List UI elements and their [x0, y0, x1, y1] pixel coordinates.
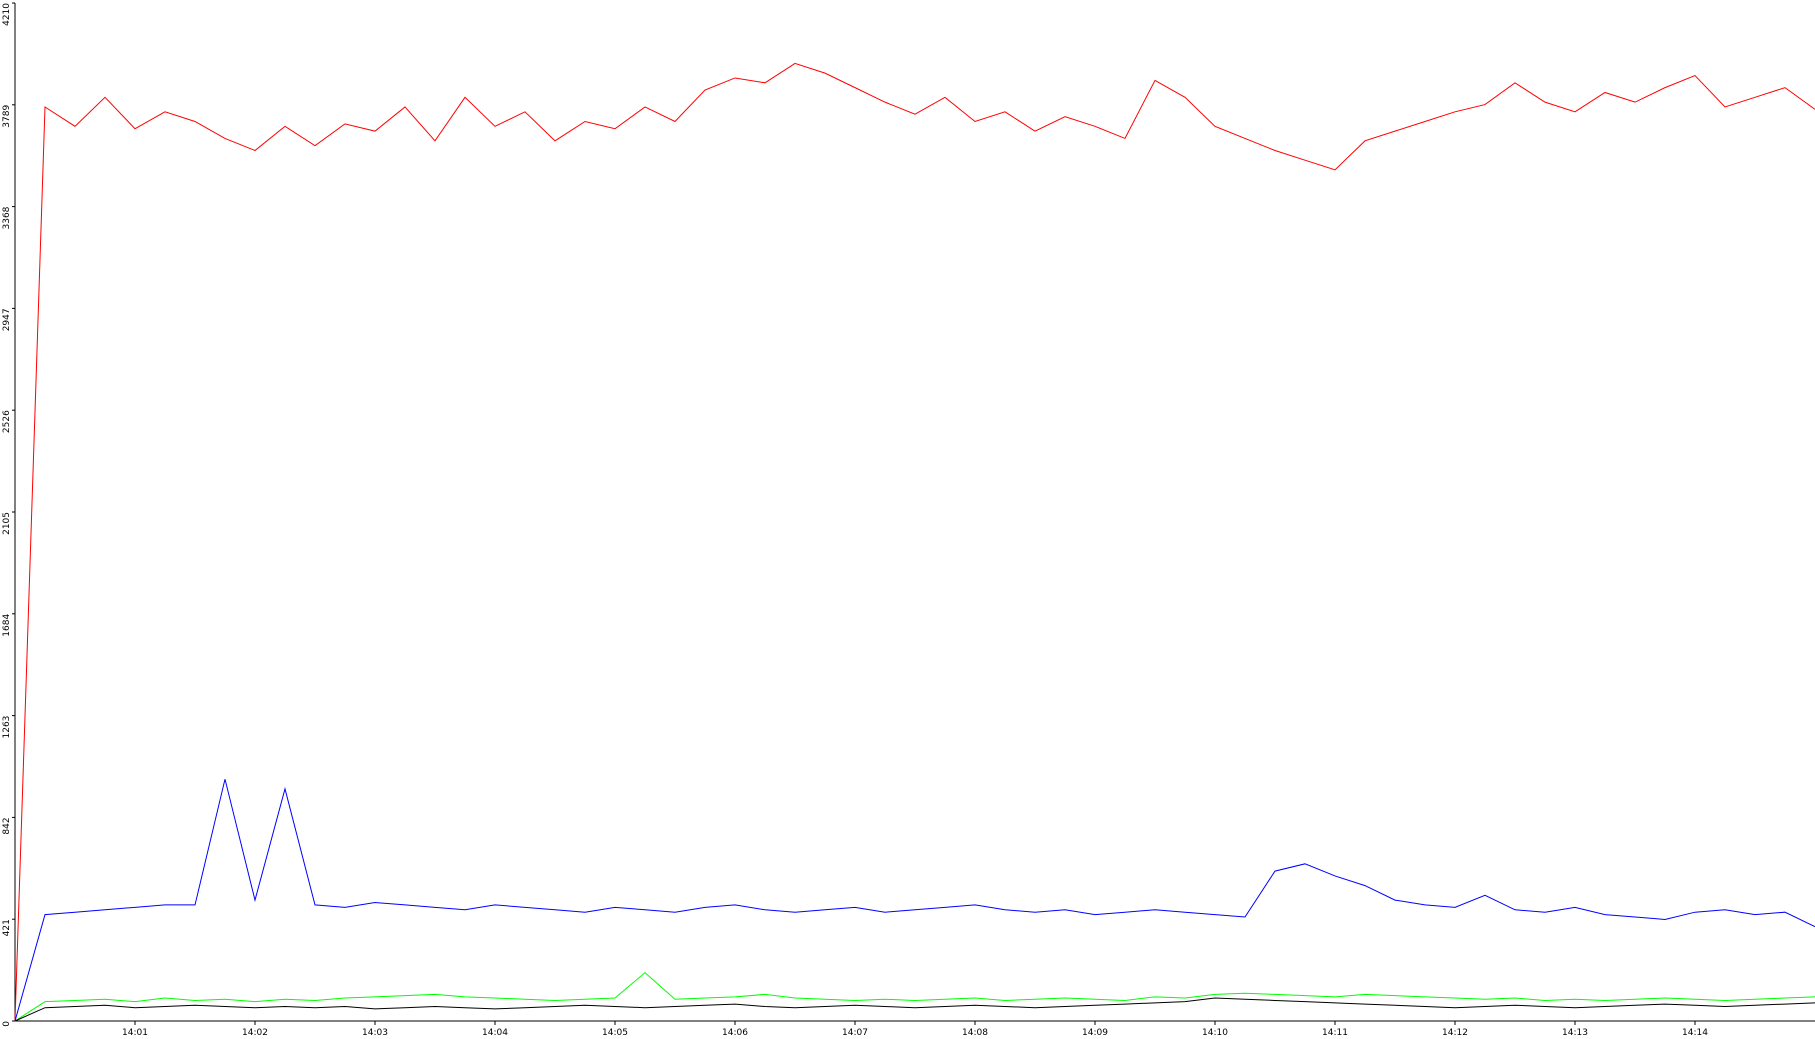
- series-line: [14, 971, 1815, 1022]
- y-tick-label: 3368: [2, 206, 12, 229]
- x-tick-label: 14:14: [1682, 1028, 1708, 1038]
- x-tick-label: 14:05: [602, 1028, 628, 1038]
- x-tick-label: 14:11: [1322, 1028, 1348, 1038]
- series-line: [14, 62, 1815, 1022]
- series-line: [14, 997, 1815, 1022]
- x-tick-label: 14:02: [242, 1028, 268, 1038]
- y-tick-label: 1684: [2, 614, 12, 637]
- y-tick-label: 842: [2, 817, 12, 834]
- x-tick-label: 14:01: [122, 1028, 148, 1038]
- y-tick-label: 2526: [2, 410, 12, 433]
- x-tick-label: 14:06: [722, 1028, 748, 1038]
- x-tick-label: 14:03: [362, 1028, 388, 1038]
- x-tick-label: 14:13: [1562, 1028, 1588, 1038]
- y-tick-label: 2105: [2, 512, 12, 535]
- y-tick-label: 3789: [2, 105, 12, 128]
- x-tick-label: 14:07: [842, 1028, 868, 1038]
- x-tick-label: 14:04: [482, 1028, 508, 1038]
- x-tick-label: 14:12: [1442, 1028, 1468, 1038]
- x-tick-label: 14:08: [962, 1028, 988, 1038]
- y-tick-label: 421: [2, 919, 12, 936]
- y-tick-label: 0: [2, 1021, 12, 1027]
- series-line: [14, 779, 1815, 1022]
- x-tick-label: 14:10: [1202, 1028, 1228, 1038]
- x-tick-label: 14:09: [1082, 1028, 1108, 1038]
- y-tick-label: 4210: [2, 3, 12, 26]
- y-tick-label: 2947: [2, 308, 12, 331]
- y-tick-label: 1263: [2, 716, 12, 739]
